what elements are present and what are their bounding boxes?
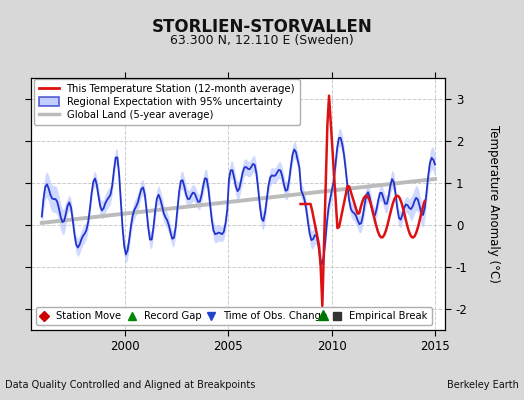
Legend: Station Move, Record Gap, Time of Obs. Change, Empirical Break: Station Move, Record Gap, Time of Obs. C…: [37, 307, 432, 325]
Text: STORLIEN-STORVALLEN: STORLIEN-STORVALLEN: [151, 18, 373, 36]
Text: Berkeley Earth: Berkeley Earth: [447, 380, 519, 390]
Text: 63.300 N, 12.110 E (Sweden): 63.300 N, 12.110 E (Sweden): [170, 34, 354, 47]
Text: Data Quality Controlled and Aligned at Breakpoints: Data Quality Controlled and Aligned at B…: [5, 380, 256, 390]
Y-axis label: Temperature Anomaly (°C): Temperature Anomaly (°C): [487, 125, 500, 283]
